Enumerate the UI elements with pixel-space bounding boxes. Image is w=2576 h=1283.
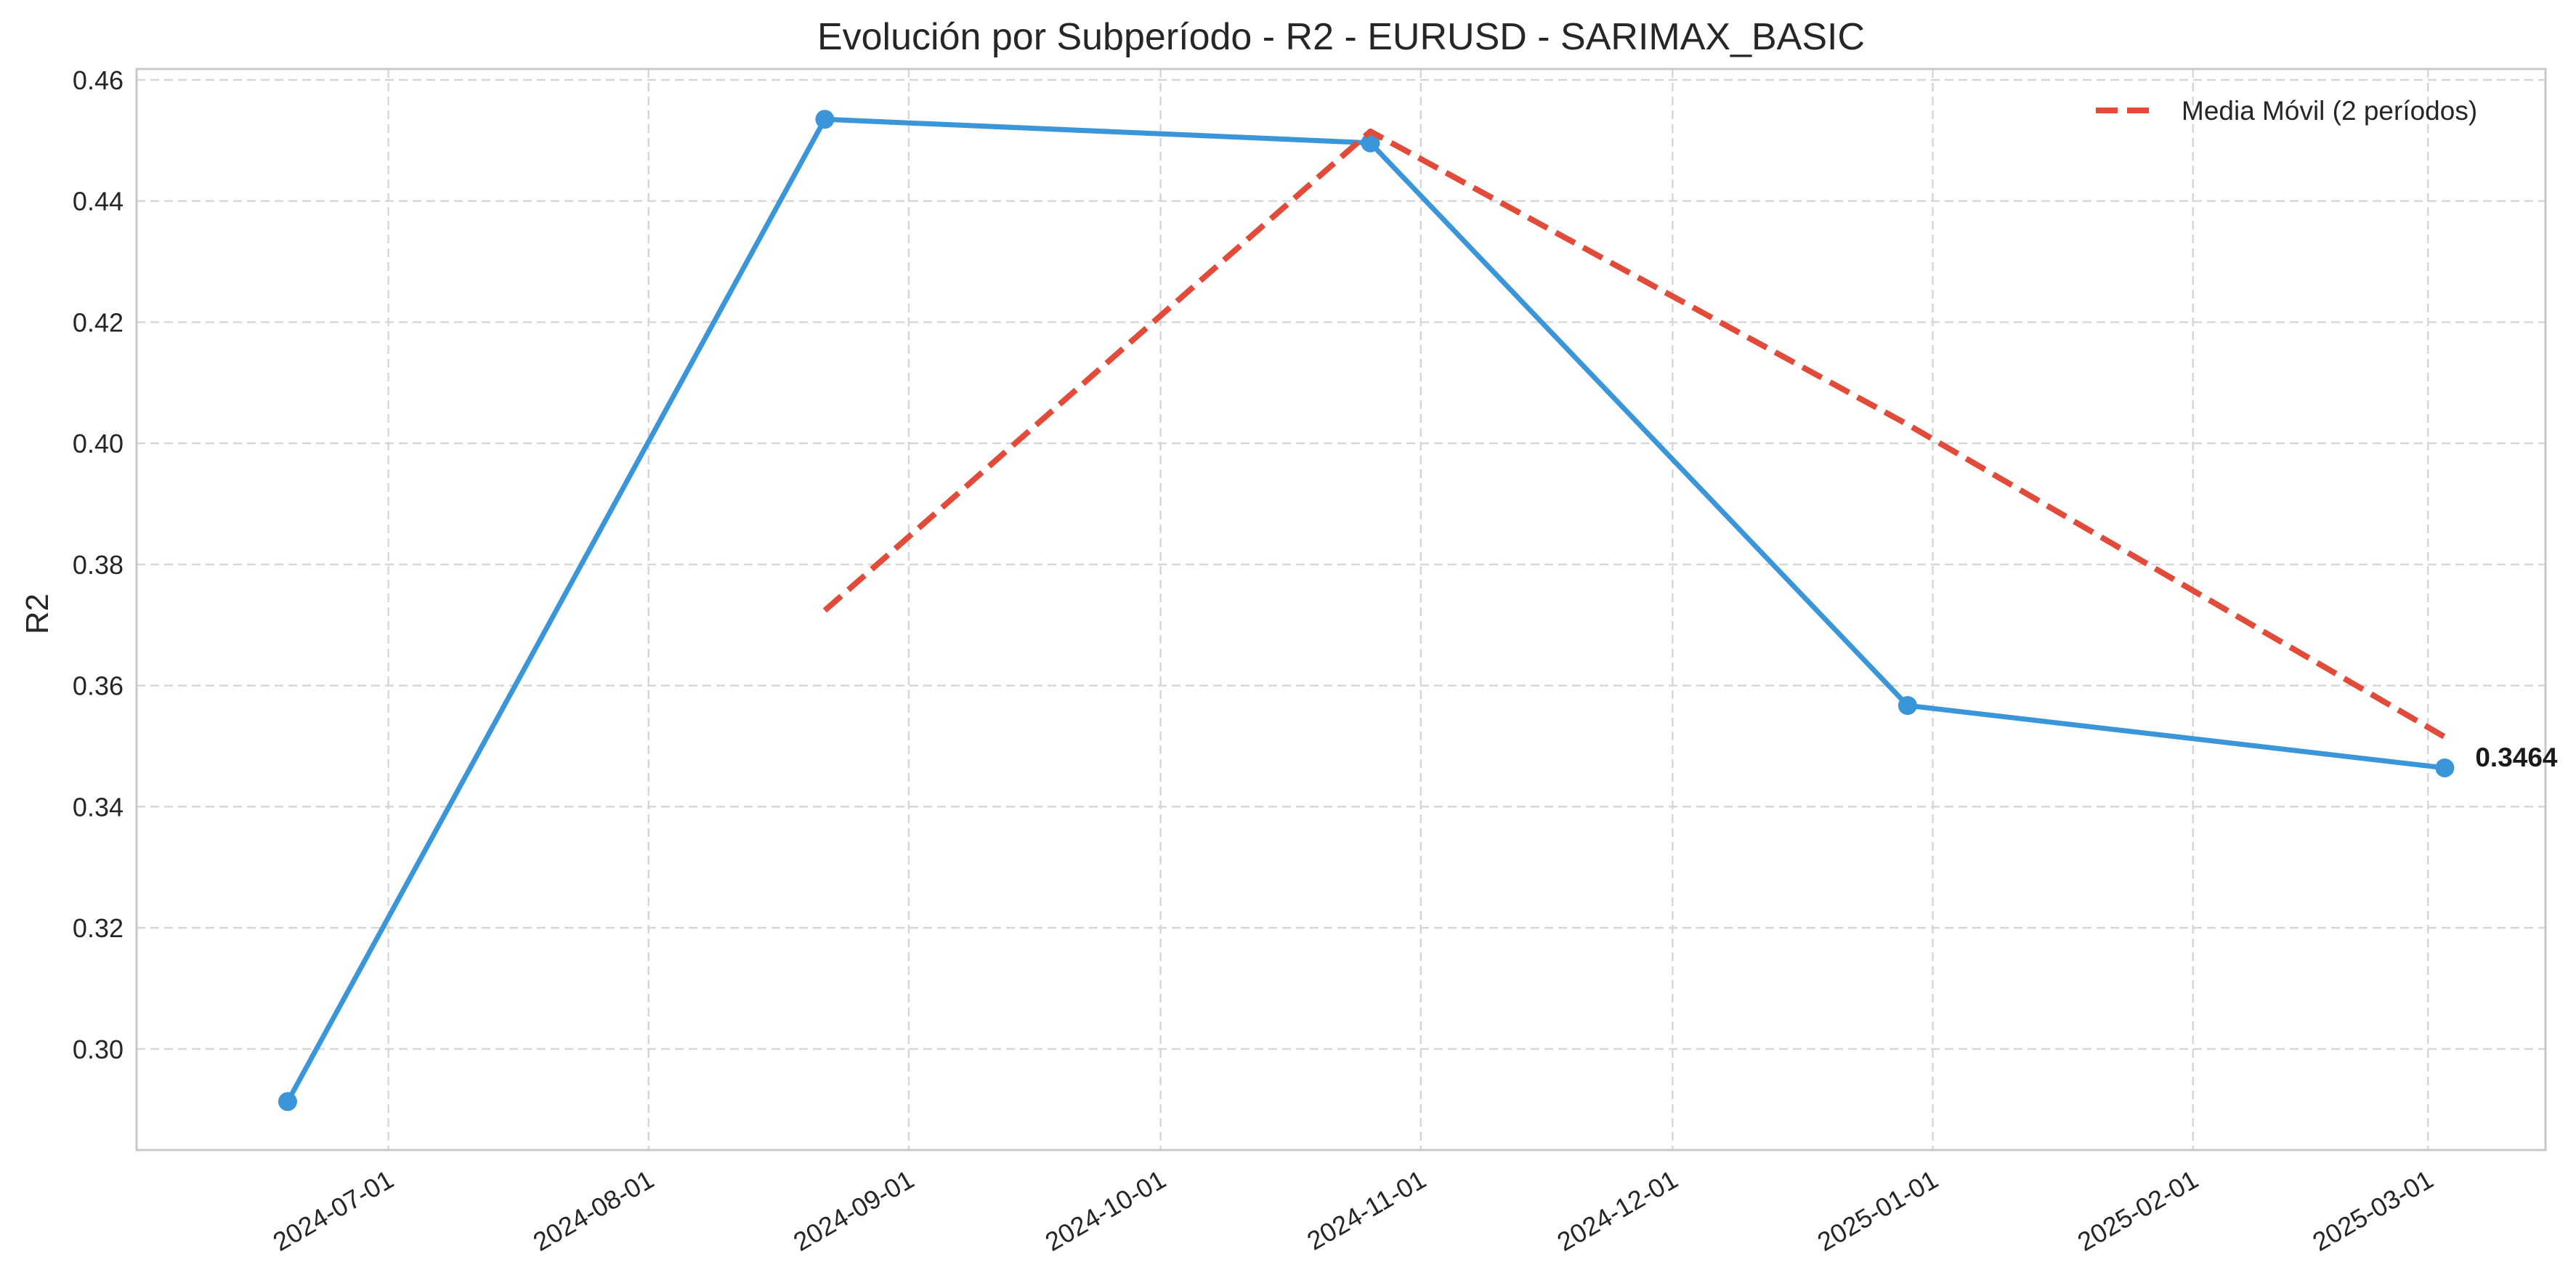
y-tick-label: 0.34 bbox=[73, 792, 123, 822]
legend: Media Móvil (2 períodos) bbox=[2096, 96, 2477, 126]
plot-frame bbox=[135, 68, 2547, 1152]
y-tick-label: 0.38 bbox=[73, 550, 123, 580]
data-point bbox=[1897, 696, 1917, 716]
y-tick-label: 0.32 bbox=[73, 913, 123, 943]
y-tick-label: 0.40 bbox=[73, 429, 123, 458]
grid bbox=[137, 69, 2545, 1150]
data-point bbox=[815, 110, 835, 129]
moving-average-line bbox=[822, 128, 2447, 740]
data-point bbox=[278, 1092, 297, 1112]
y-tick-label: 0.42 bbox=[73, 307, 123, 337]
y-axis-label: R2 bbox=[20, 594, 55, 634]
data-point bbox=[2435, 758, 2455, 777]
y-tick-label: 0.30 bbox=[73, 1035, 123, 1064]
data-point bbox=[1361, 133, 1380, 153]
y-tick-label: 0.44 bbox=[73, 187, 123, 216]
legend-label: Media Móvil (2 períodos) bbox=[2182, 96, 2477, 126]
y-tick-label: 0.36 bbox=[73, 671, 123, 701]
series-layer bbox=[278, 110, 2455, 1112]
chart-title: Evolución por Subperíodo - R2 - EURUSD -… bbox=[817, 16, 1865, 58]
last-value-label: 0.3464 bbox=[2475, 742, 2558, 772]
annotations: 0.3464 bbox=[2475, 742, 2558, 772]
y-tick-label: 0.46 bbox=[73, 65, 123, 95]
